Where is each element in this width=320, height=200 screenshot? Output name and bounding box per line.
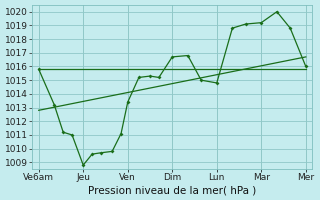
X-axis label: Pression niveau de la mer( hPa ): Pression niveau de la mer( hPa ) [88,185,256,195]
